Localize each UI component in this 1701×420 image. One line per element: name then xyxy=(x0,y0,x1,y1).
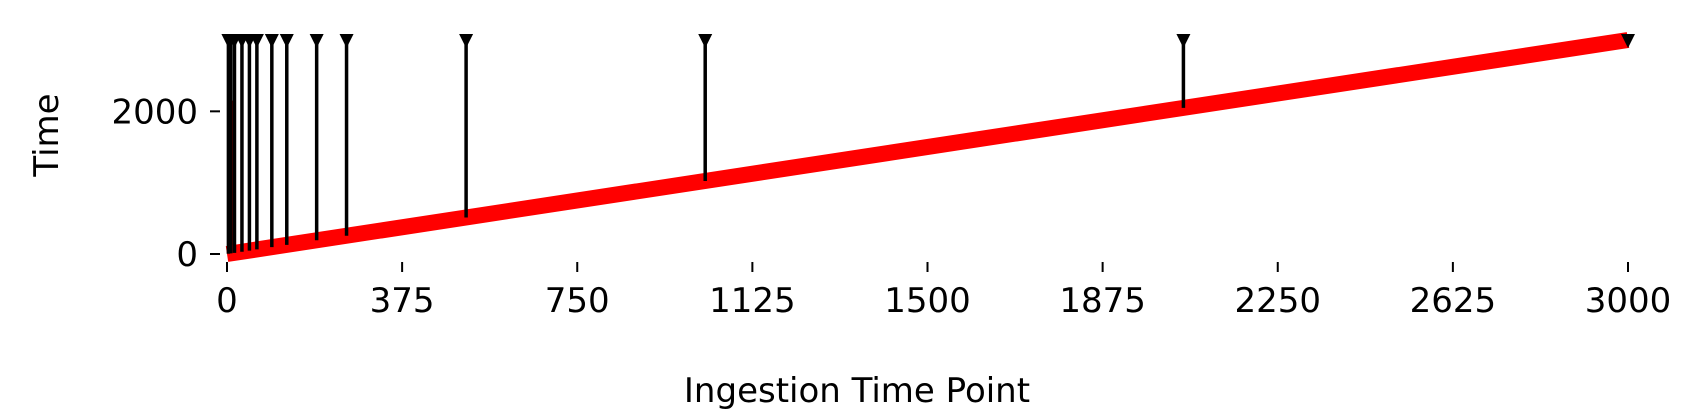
series-line-0 xyxy=(225,32,1630,262)
stem-marker-12 xyxy=(1176,34,1191,48)
x-tick-label-0: 0 xyxy=(216,281,238,321)
x-tick-label-3: 1125 xyxy=(709,281,796,321)
y-axis: 0 2000 xyxy=(111,92,220,275)
y-tick-label-0: 0 xyxy=(176,235,198,275)
stem-marker-13 xyxy=(1621,34,1635,48)
stem-marker-6 xyxy=(264,34,279,48)
stem-marker-11 xyxy=(698,34,713,48)
y-tick-label-1: 2000 xyxy=(111,92,198,132)
stem-marker-9 xyxy=(339,34,354,48)
x-tick-label-5: 1875 xyxy=(1059,281,1146,321)
stem-marker-10 xyxy=(459,34,474,48)
x-tick-label-8: 3000 xyxy=(1585,281,1672,321)
stem-marker-7 xyxy=(279,34,294,48)
stem-marker-8 xyxy=(309,34,324,48)
x-tick-label-2: 750 xyxy=(545,281,610,321)
plot-area xyxy=(221,32,1635,262)
x-tick-label-1: 375 xyxy=(370,281,435,321)
x-axis-label: Ingestion Time Point xyxy=(684,371,1030,411)
stem-marker-5 xyxy=(249,34,264,48)
x-tick-label-7: 2625 xyxy=(1410,281,1497,321)
x-axis: 0 375 750 1125 1500 1875 2250 2625 3000 xyxy=(216,262,1671,321)
x-tick-label-6: 2250 xyxy=(1234,281,1321,321)
x-tick-label-4: 1500 xyxy=(884,281,971,321)
y-axis-label: Time xyxy=(27,93,67,177)
